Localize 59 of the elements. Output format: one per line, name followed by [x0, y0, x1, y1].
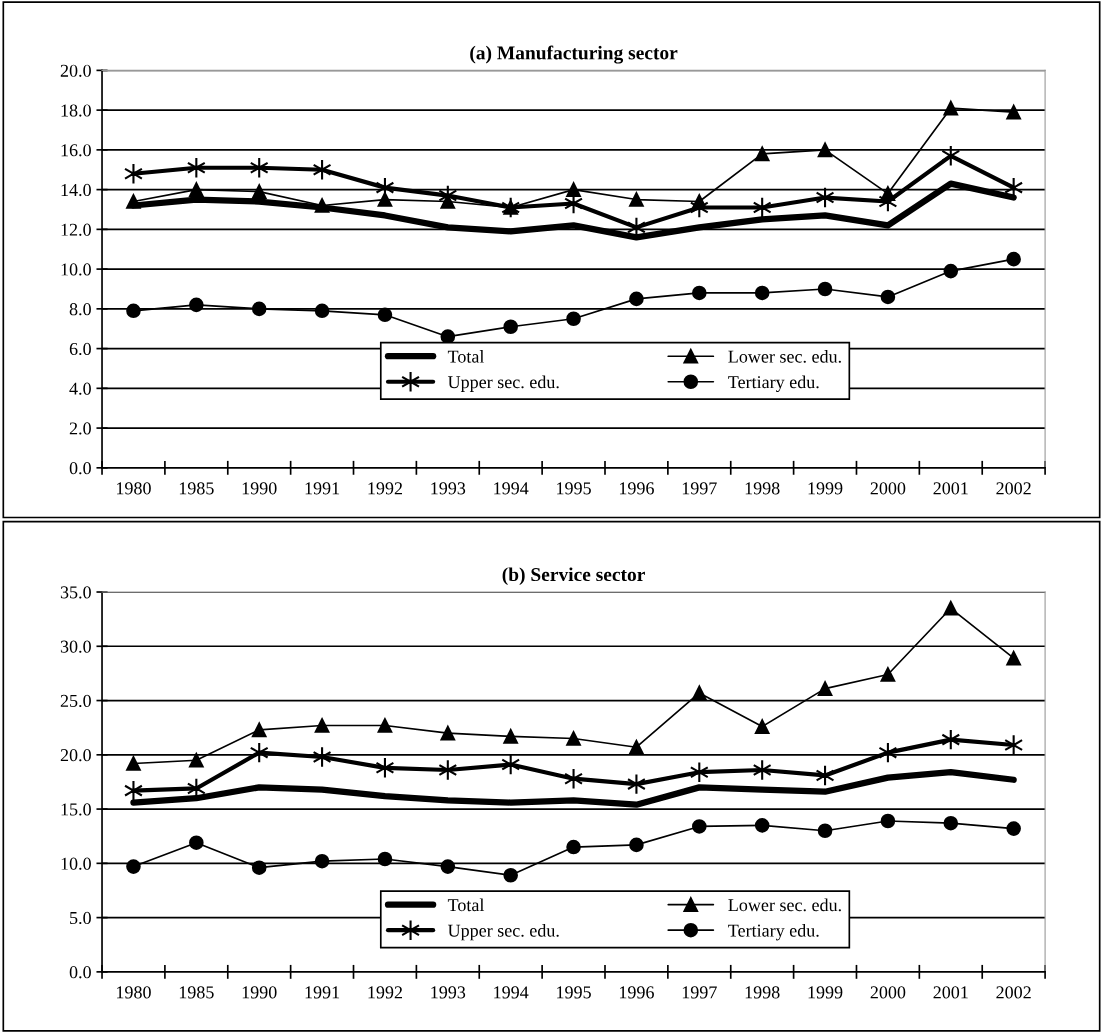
chart-title: (b) Service sector	[502, 567, 645, 586]
y-tick-label: 14.0	[61, 183, 91, 197]
legend-label: Upper sec. edu.	[447, 924, 559, 941]
y-tick-label: 18.0	[61, 104, 91, 117]
x-tick-label: 2000	[870, 986, 906, 999]
legend-label: Upper sec. edu.	[447, 375, 559, 392]
x-tick-label: 1990	[242, 482, 277, 495]
x-tick-label: 1993	[431, 986, 466, 999]
y-tick-label: 4.0	[69, 382, 91, 395]
y-tick-label: 20.0	[60, 749, 91, 762]
y-tick-label: 25.0	[60, 694, 91, 708]
x-tick-label: 2002	[996, 482, 1031, 495]
y-tick-label: 30.0	[60, 640, 91, 653]
y-tick-label: 20.0	[60, 64, 91, 77]
y-tick-label: 35.0	[60, 586, 91, 599]
x-tick-label: 1993	[431, 482, 466, 495]
y-tick-label: 6.0	[69, 342, 91, 356]
x-tick-label: 1999	[808, 482, 843, 495]
x-tick-label: 1995	[557, 986, 591, 999]
x-tick-label: 1994	[494, 482, 529, 495]
x-tick-label: 1997	[682, 482, 717, 495]
x-tick-label: 1985	[179, 482, 214, 495]
x-tick-label: 1980	[117, 482, 151, 495]
x-tick-label: 1992	[368, 986, 403, 999]
legend-label: Tertiary edu.	[728, 924, 819, 941]
x-tick-label: 1996	[619, 986, 654, 999]
legend-label: Lower sec. edu.	[728, 350, 841, 363]
legend-label: Total	[447, 350, 485, 363]
y-tick-label: 8.0	[69, 303, 91, 316]
y-tick-label: 5.0	[70, 911, 91, 925]
y-tick-label: 2.0	[69, 422, 91, 435]
x-tick-label: 2001	[933, 482, 968, 495]
y-tick-label: 10.0	[61, 263, 91, 276]
y-tick-label: 15.0	[61, 803, 91, 816]
x-tick-label: 1995	[557, 482, 591, 495]
x-tick-label: 1990	[242, 986, 277, 999]
x-tick-label: 1991	[305, 986, 340, 999]
y-tick-label: 0.0	[69, 966, 91, 979]
legend-label: Total	[447, 898, 485, 912]
x-tick-label: 1999	[808, 986, 843, 999]
x-tick-label: 1992	[368, 482, 403, 495]
x-tick-label: 1996	[619, 482, 654, 495]
chart-title: (a) Manufacturing sector	[470, 45, 678, 64]
x-tick-label: 1997	[682, 986, 717, 999]
x-tick-label: 2000	[870, 482, 906, 495]
y-tick-label: 16.0	[61, 144, 91, 157]
y-tick-label: 12.0	[61, 223, 91, 236]
y-tick-label: 10.0	[61, 857, 91, 870]
legend-label: Tertiary edu.	[728, 375, 819, 392]
x-tick-label: 1998	[745, 986, 780, 999]
x-tick-label: 1994	[494, 986, 529, 999]
x-tick-label: 2001	[933, 986, 968, 999]
x-tick-label: 1991	[305, 482, 340, 495]
x-tick-label: 2002	[996, 986, 1031, 999]
y-tick-label: 0.0	[69, 462, 91, 475]
x-tick-label: 1998	[745, 482, 780, 495]
x-tick-label: 1985	[179, 986, 214, 999]
legend-label: Lower sec. edu.	[728, 898, 841, 912]
x-tick-label: 1980	[117, 986, 151, 999]
